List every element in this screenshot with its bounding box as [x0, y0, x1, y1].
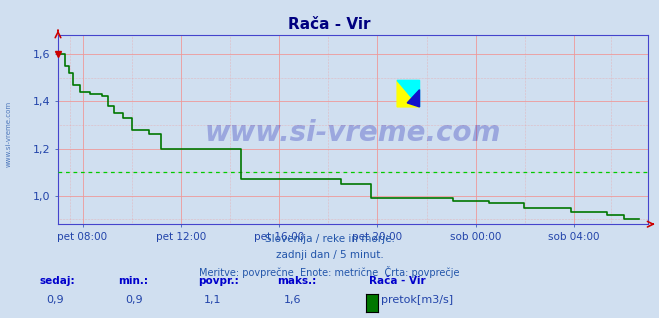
Text: 1,6: 1,6 — [283, 295, 301, 305]
Text: www.si-vreme.com: www.si-vreme.com — [205, 119, 501, 147]
Text: zadnji dan / 5 minut.: zadnji dan / 5 minut. — [275, 250, 384, 259]
Text: povpr.:: povpr.: — [198, 276, 239, 286]
Text: Meritve: povprečne  Enote: metrične  Črta: povprečje: Meritve: povprečne Enote: metrične Črta:… — [199, 266, 460, 278]
Text: Rača - Vir: Rača - Vir — [369, 276, 426, 286]
Text: 0,9: 0,9 — [125, 295, 143, 305]
Text: www.si-vreme.com: www.si-vreme.com — [5, 100, 11, 167]
Polygon shape — [397, 80, 420, 107]
Polygon shape — [397, 80, 420, 107]
Text: min.:: min.: — [119, 276, 149, 286]
Text: 1,1: 1,1 — [204, 295, 222, 305]
Text: maks.:: maks.: — [277, 276, 316, 286]
Text: sedaj:: sedaj: — [40, 276, 75, 286]
Text: Slovenija / reke in morje.: Slovenija / reke in morje. — [264, 234, 395, 244]
Text: Rača - Vir: Rača - Vir — [288, 17, 371, 32]
Text: pretok[m3/s]: pretok[m3/s] — [381, 295, 453, 305]
Polygon shape — [407, 90, 420, 107]
Text: 0,9: 0,9 — [46, 295, 64, 305]
